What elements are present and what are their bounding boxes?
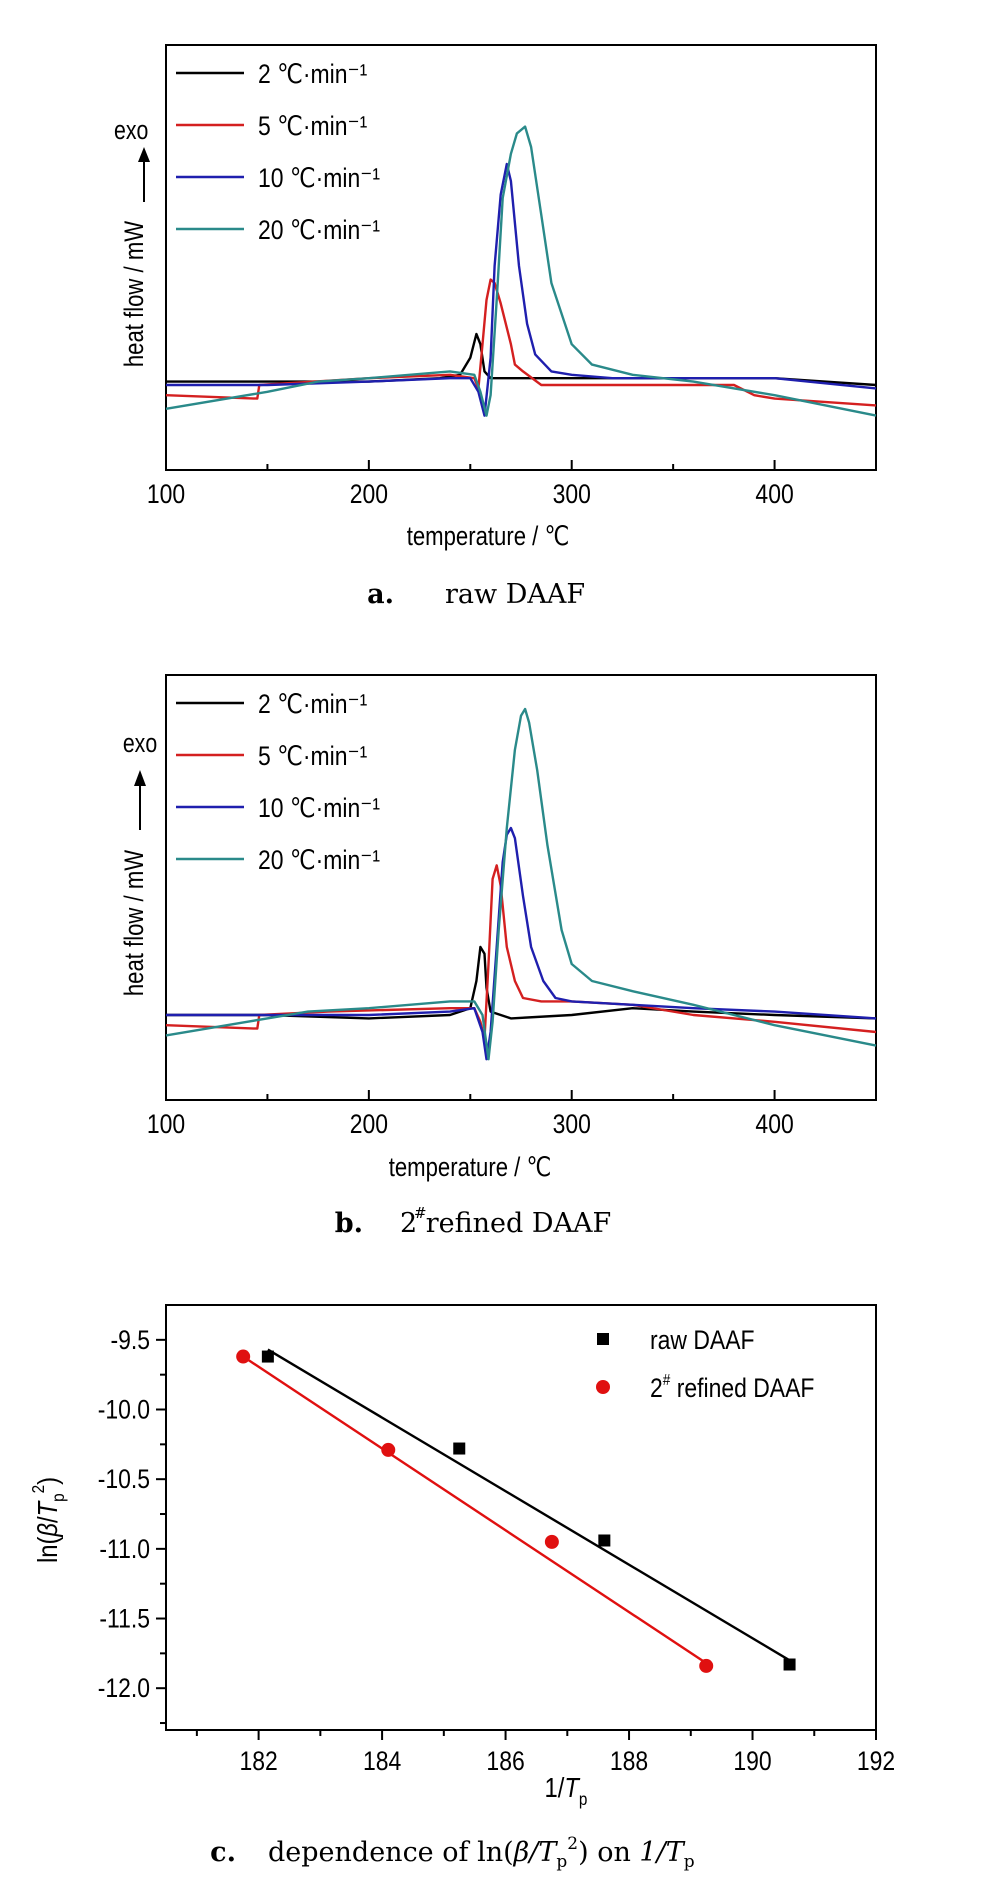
caption-c-beta: β	[513, 1837, 530, 1868]
b-xtick-label-0: 100	[147, 1109, 185, 1139]
b-legend-label-0: 2 ℃·min⁻¹	[258, 689, 367, 719]
c-legend-marker-1	[596, 1380, 610, 1394]
c-legend-marker-0	[597, 1333, 609, 1345]
b-legend-label-1: 5 ℃·min⁻¹	[258, 741, 367, 771]
panel-c-series-group	[236, 1348, 796, 1673]
a-legend-label-3: 20 ℃·min⁻¹	[258, 215, 380, 245]
panel-b-legend: 2 ℃·min⁻¹ 5 ℃·min⁻¹ 10 ℃·min⁻¹ 20 ℃·min⁻¹	[176, 689, 380, 875]
b-series-line-0	[166, 945, 877, 1020]
panel-b-exo-arrowhead	[134, 770, 146, 786]
panel-b-caption-superscript: #	[414, 1204, 427, 1222]
panel-b-caption-text: 2 refined DAAF	[400, 1208, 611, 1239]
a-legend-label-1: 5 ℃·min⁻¹	[258, 111, 367, 141]
panel-a-legend: 2 ℃·min⁻¹ 5 ℃·min⁻¹ 10 ℃·min⁻¹ 20 ℃·min⁻¹	[176, 59, 380, 245]
panel-b-dsc-refined-daaf: exo heat flow / mW 100 200 300 400 2 ℃·min⁻…	[120, 674, 877, 1239]
panel-c-xlabel: 1/Tp	[545, 1771, 588, 1809]
panel-b-xticks: 100 200 300 400	[147, 1090, 794, 1139]
panel-b-xlabel: temperature / ℃	[389, 1153, 552, 1183]
panel-b-caption: b. 2 refined DAAF #	[335, 1204, 612, 1239]
panel-a-caption-letter: a.	[367, 579, 394, 610]
panel-c-kissinger-plot: 182 184 186 188 190 192 -9.5 -10.0 -10.5 -11.0 -11…	[28, 1304, 895, 1872]
panel-b-series-group	[165, 707, 877, 1061]
panel-a-plot-frame	[165, 44, 877, 471]
c-point-0-0	[261, 1350, 274, 1363]
panel-a-dsc-raw-daaf: exo heat flow / mW 100 200 300 400 2 ℃·min⁻…	[114, 44, 877, 610]
c-point-0-1	[453, 1442, 466, 1455]
c-xtick-label-5: 192	[857, 1746, 895, 1776]
panel-c-ylabel: ln(β/Tp2)	[28, 1477, 68, 1563]
panel-c-legend: raw DAAF 2# refined DAAF	[596, 1325, 814, 1403]
c-xtick-label-0: 182	[239, 1746, 277, 1776]
a-series-line-1	[165, 278, 877, 407]
a-xtick-label-0: 100	[147, 479, 185, 509]
c-point-1-0	[236, 1349, 251, 1364]
panel-b-caption-letter: b.	[335, 1208, 363, 1239]
a-legend-label-0: 2 ℃·min⁻¹	[258, 59, 367, 89]
panel-b-exo-label: exo	[123, 729, 157, 759]
c-ytick-label-3: -11.0	[99, 1534, 150, 1564]
c-fit-line-0	[267, 1348, 791, 1662]
a-series-line-2	[166, 162, 877, 417]
b-series-line-3	[165, 707, 877, 1061]
panel-c-caption: c. dependence of ln(β/Tp2) on 1/Tp	[210, 1834, 695, 1872]
panel-b-plot-frame	[165, 674, 877, 1101]
panel-a-ylabel: heat flow / mW	[120, 220, 150, 367]
a-xtick-label-2: 300	[553, 479, 591, 509]
panel-c-caption-text: dependence of ln(β/Tp2) on 1/Tp	[268, 1834, 695, 1872]
panel-c-plot-frame	[165, 1304, 877, 1731]
a-legend-label-2: 10 ℃·min⁻¹	[258, 163, 380, 193]
c-legend-label-1: 2# refined DAAF	[650, 1372, 814, 1403]
c-legend-label-0: raw DAAF	[650, 1325, 755, 1355]
b-legend-label-2: 10 ℃·min⁻¹	[258, 793, 380, 823]
panel-a-xlabel: temperature / ℃	[407, 522, 570, 552]
c-xtick-label-4: 190	[733, 1746, 771, 1776]
c-ytick-label-4: -11.5	[99, 1604, 150, 1634]
panel-a-exo-label: exo	[114, 116, 148, 146]
c-point-1-3	[699, 1658, 714, 1673]
c-point-1-2	[544, 1534, 559, 1549]
panel-c-axes: 182 184 186 188 190 192 -9.5 -10.0 -10.5 -11.0 -11…	[98, 1325, 895, 1776]
panel-a-caption-text: raw DAAF	[445, 579, 585, 610]
c-xtick-label-2: 186	[486, 1746, 524, 1776]
caption-c-t: /T	[526, 1837, 558, 1868]
c-point-1-1	[381, 1442, 396, 1457]
c-xtick-label-3: 188	[610, 1746, 648, 1776]
caption-c-part2: ) on	[578, 1837, 639, 1868]
c-point-0-2	[598, 1534, 611, 1547]
b-legend-label-3: 20 ℃·min⁻¹	[258, 845, 380, 875]
panel-c-caption-letter: c.	[210, 1837, 236, 1868]
caption-c-sub: p	[556, 1852, 567, 1872]
a-xtick-label-1: 200	[350, 479, 388, 509]
b-xtick-label-2: 300	[553, 1109, 591, 1139]
panel-b-ylabel: heat flow / mW	[120, 849, 150, 996]
a-series-line-3	[165, 125, 877, 417]
c-ytick-label-1: -10.0	[98, 1395, 150, 1425]
c-point-0-3	[783, 1658, 796, 1671]
panel-a-xticks: 100 200 300 400	[147, 460, 794, 509]
caption-c-inv-t: 1/T	[639, 1837, 685, 1868]
c-ytick-label-2: -10.5	[98, 1464, 150, 1494]
b-series-line-1	[165, 864, 877, 1041]
caption-c-sup: 2	[567, 1834, 578, 1854]
c-fit-line-1	[242, 1355, 707, 1665]
panel-a-exo-arrowhead	[138, 147, 150, 162]
a-xtick-label-3: 400	[755, 479, 793, 509]
panel-a-caption: a. raw DAAF	[367, 579, 585, 610]
b-series-line-2	[166, 826, 877, 1061]
panel-b-caption-num: 2 refined DAAF	[400, 1208, 611, 1239]
b-xtick-label-1: 200	[350, 1109, 388, 1139]
b-xtick-label-3: 400	[755, 1109, 793, 1139]
caption-c-sub2: p	[684, 1852, 695, 1872]
c-ytick-label-0: -9.5	[110, 1325, 150, 1355]
panel-a-series-group	[165, 125, 877, 417]
caption-c-part1: dependence of ln(	[268, 1837, 514, 1868]
c-ytick-label-5: -12.0	[98, 1673, 150, 1703]
c-xtick-label-1: 184	[363, 1746, 401, 1776]
